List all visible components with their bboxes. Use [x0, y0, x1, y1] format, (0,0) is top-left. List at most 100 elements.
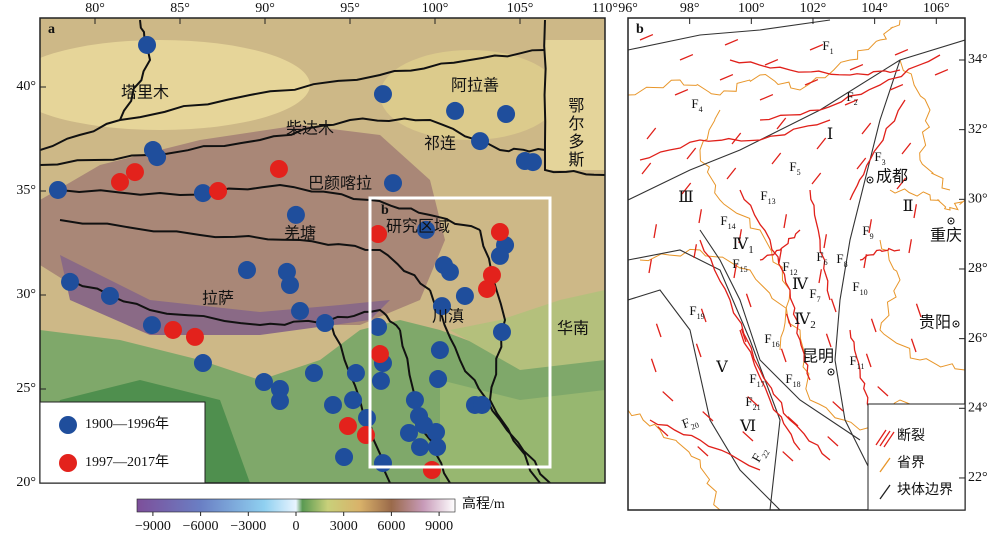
- x-tick-label: 102°: [800, 1, 827, 16]
- city-name: 昆明: [802, 349, 834, 366]
- colorbar-tick-label: 0: [293, 519, 300, 534]
- colorbar-tick-label: 6000: [377, 519, 405, 534]
- fault-label-main: F: [689, 303, 696, 318]
- block-label: Ⅱ: [903, 198, 914, 215]
- fault: [657, 426, 669, 437]
- earthquake-dot: [269, 159, 288, 178]
- fault: [780, 348, 787, 363]
- fault-label-sub: 11: [857, 362, 865, 371]
- earthquake-dot: [209, 182, 228, 200]
- fault-label: F8: [836, 251, 847, 269]
- fault-label-sub: 8: [844, 260, 848, 269]
- block-boundary: [628, 249, 781, 510]
- fault: [740, 328, 747, 343]
- fault: [759, 229, 801, 261]
- fault-label: F16: [764, 331, 779, 349]
- x-tick-label: 85°: [170, 1, 190, 16]
- fault: [811, 172, 822, 185]
- fault: [650, 358, 657, 373]
- fault-label-main: F: [874, 149, 881, 164]
- fault: [674, 88, 689, 96]
- fault: [809, 189, 831, 301]
- block-label-main: Ⅳ: [792, 276, 809, 293]
- fault-label-main: F: [764, 331, 771, 346]
- legend-b-symbols: [875, 429, 895, 500]
- fault-label: F17: [749, 371, 764, 389]
- fault: [832, 401, 844, 412]
- fault-label: F19: [689, 303, 704, 321]
- province-boundary: [899, 59, 951, 191]
- panel-label: b: [636, 22, 644, 37]
- legend-label: 1997—2017年: [85, 454, 169, 470]
- block-boundary: [119, 19, 152, 121]
- fault: [639, 33, 654, 41]
- x-tick-label: 105°: [507, 1, 534, 16]
- block-label-main: Ⅳ: [794, 311, 811, 328]
- fault: [733, 264, 738, 279]
- fault: [771, 152, 782, 165]
- earthquake-dot: [430, 341, 449, 360]
- earthquake-dot: [270, 392, 289, 411]
- fault-label-sub: 9: [870, 232, 874, 241]
- block-label: Ⅳ1: [732, 236, 753, 256]
- earthquake-dot: [416, 220, 435, 239]
- fault-label-sub: 6: [824, 258, 828, 267]
- earthquake-dot: [193, 354, 212, 373]
- fault: [759, 54, 941, 121]
- fault: [934, 68, 949, 76]
- block-label-main: Ⅳ: [732, 236, 749, 253]
- x-tick-label: 104°: [861, 1, 888, 16]
- place-name: 柴达木: [286, 120, 334, 138]
- block-label-main: Ⅲ: [678, 189, 693, 206]
- fault: [693, 244, 698, 259]
- fault-label-main: F: [822, 38, 829, 53]
- y-tick-label: 40°: [16, 79, 36, 94]
- fault: [849, 63, 864, 71]
- place-name: 鄂尔多斯: [565, 97, 584, 169]
- province-boundary: [639, 248, 965, 431]
- fault-label-main: F: [691, 96, 698, 111]
- fault-label-sub: 5: [797, 168, 801, 177]
- block-boundary: [834, 59, 901, 471]
- fault: [745, 293, 752, 308]
- fault: [856, 157, 867, 170]
- x-tick-label: 100°: [738, 1, 765, 16]
- fault: [908, 239, 913, 254]
- fault-label-main: F: [852, 279, 859, 294]
- earthquake-dot: [61, 272, 80, 291]
- fault-label: F7: [809, 286, 820, 304]
- earthquake-dot: [125, 163, 144, 182]
- fault-label-main: F: [760, 188, 767, 203]
- colorbar-title: 高程/m: [462, 495, 505, 512]
- earthquake-dot: [492, 323, 511, 342]
- fault: [653, 224, 658, 239]
- earthquake-dot: [399, 423, 418, 442]
- fault: [662, 391, 674, 402]
- fault: [776, 117, 787, 130]
- x-tick-label: 80°: [85, 1, 105, 16]
- block-boundary: [628, 39, 965, 201]
- earthquake-dot: [422, 461, 441, 480]
- block-boundary: [69, 279, 401, 331]
- fault: [896, 177, 907, 190]
- earthquake-dot: [304, 364, 323, 383]
- fault: [764, 58, 779, 66]
- fault-label: F5: [789, 159, 800, 177]
- fault-label-sub: 13: [768, 197, 776, 206]
- fault: [785, 313, 792, 328]
- x-tick-label: 98°: [680, 1, 700, 16]
- earthquake-dot: [482, 266, 501, 285]
- place-name: 巴颜喀拉: [308, 175, 372, 193]
- block-boundary: [543, 19, 605, 176]
- city-name: 成都: [876, 168, 908, 186]
- fault-label-sub: 17: [757, 380, 765, 389]
- colorbar-tick-label: −3000: [230, 519, 266, 534]
- place-name: 祁连: [424, 135, 456, 153]
- fault: [859, 247, 901, 261]
- fault: [646, 127, 657, 140]
- block-label-sub: 1: [748, 244, 754, 256]
- province-boundary: [889, 188, 965, 211]
- fault-label: F12: [782, 259, 797, 277]
- city-marker-dot: [869, 179, 871, 181]
- fault-label: F3: [874, 149, 885, 167]
